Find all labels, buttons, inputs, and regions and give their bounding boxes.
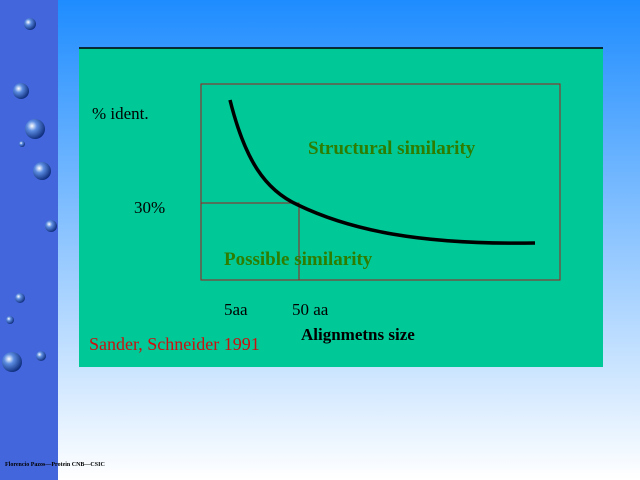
threshold-box [200,202,300,281]
plot-box [200,83,561,281]
x-mark: 5aa [224,300,248,319]
bubbles [2,18,57,372]
y-label: % ident. [92,104,149,123]
x-label: Alignmetns size [301,325,415,344]
similarity-curve [228,99,536,245]
upper-region: Structural similarity [308,138,476,159]
citation: Sander, Schneider 1991 [89,334,260,354]
footer: Florencio Pazos—Protein CNB—CSIC [5,462,105,468]
lower-region: Possible similarity [224,249,373,270]
x-mark: 50 aa [292,300,329,319]
side-strip [0,0,58,480]
threshold: 30% [134,198,165,217]
panel [79,48,603,367]
